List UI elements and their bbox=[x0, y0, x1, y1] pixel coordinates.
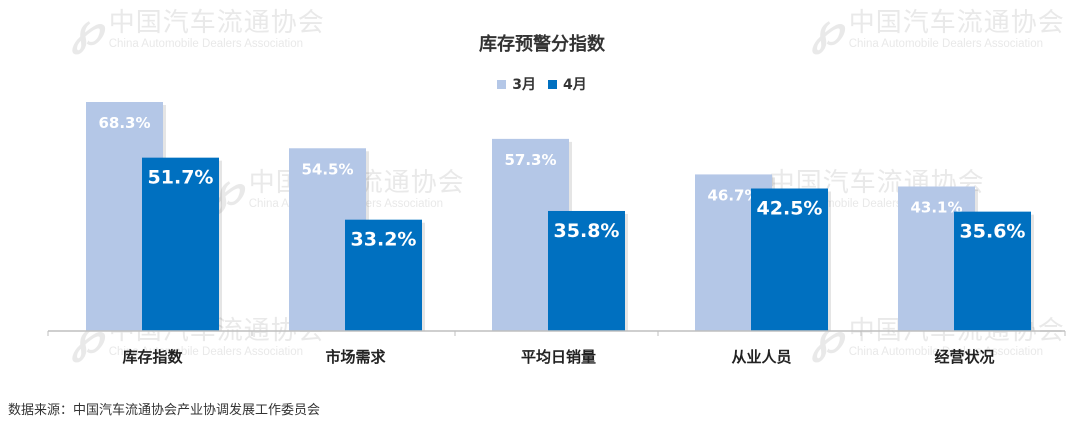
data-label: 57.3% bbox=[504, 151, 556, 169]
bar-april bbox=[142, 157, 219, 331]
data-label: 33.2% bbox=[351, 229, 417, 251]
category-label: 库存指数 bbox=[122, 348, 183, 366]
source-note: 数据来源：中国汽车流通协会产业协调发展工作委员会 bbox=[8, 403, 321, 418]
data-label: 68.3% bbox=[98, 114, 150, 132]
chart-title: 库存预警分指数 bbox=[479, 34, 605, 55]
data-label: 43.1% bbox=[910, 198, 962, 216]
bar-april bbox=[751, 188, 828, 331]
category-label: 从业人员 bbox=[731, 348, 791, 366]
legend-label-march: 3月 bbox=[512, 77, 536, 93]
data-label: 46.7% bbox=[707, 186, 759, 204]
bar-april bbox=[345, 219, 422, 331]
legend-swatch-march bbox=[497, 79, 507, 89]
legend-swatch-april bbox=[548, 79, 557, 89]
category-label: 市场需求 bbox=[325, 348, 386, 366]
category-label: 平均日销量 bbox=[521, 348, 596, 366]
legend-item-april: 4月 bbox=[548, 74, 587, 94]
data-label: 35.8% bbox=[554, 220, 620, 242]
data-label: 35.6% bbox=[960, 221, 1026, 243]
category-label: 经营状况 bbox=[934, 348, 994, 366]
legend-label-april: 4月 bbox=[563, 77, 587, 93]
data-label: 51.7% bbox=[148, 167, 214, 189]
data-label: 42.5% bbox=[757, 198, 823, 220]
bar-april bbox=[954, 211, 1031, 331]
legend: 3月 4月 bbox=[0, 74, 1084, 94]
legend-item-march: 3月 bbox=[497, 74, 536, 94]
data-label: 54.5% bbox=[301, 160, 353, 178]
bar-april bbox=[548, 210, 625, 331]
